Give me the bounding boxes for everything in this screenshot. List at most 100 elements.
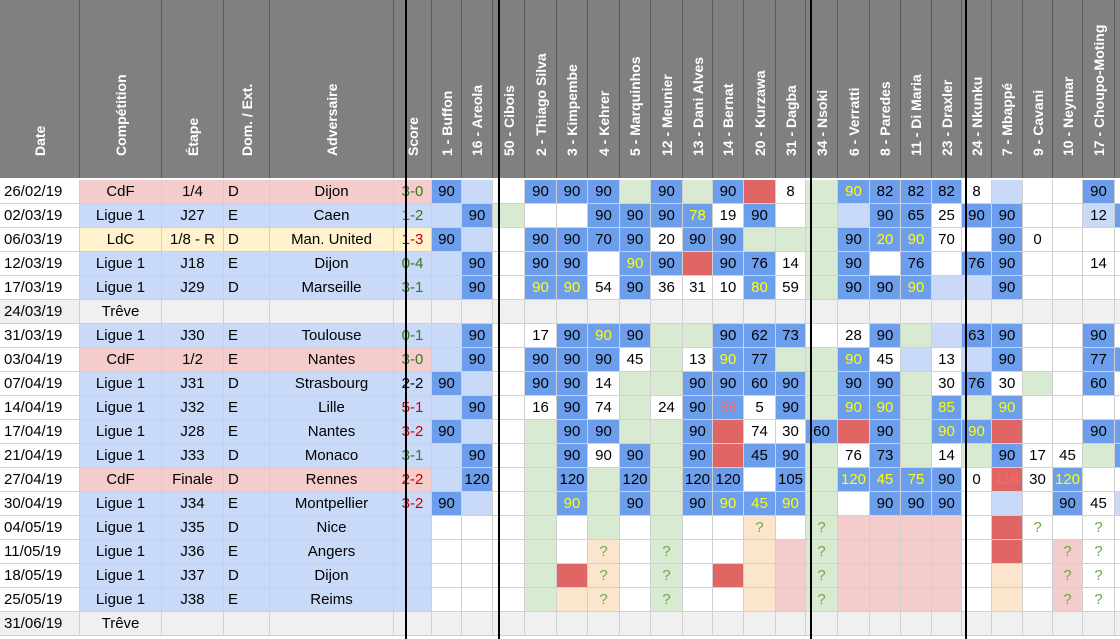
minutes-cell-17-choupo-moting[interactable]: 14 <box>1083 252 1115 276</box>
opponent-cell[interactable]: Dijon <box>270 564 394 588</box>
minutes-cell-8-paredes[interactable] <box>870 516 901 540</box>
minutes-cell-24-nkunku[interactable] <box>962 564 992 588</box>
stage-cell[interactable]: J32 <box>162 396 224 420</box>
minutes-cell-17-choupo-moting[interactable]: 90 <box>1083 324 1115 348</box>
stage-cell[interactable] <box>162 300 224 324</box>
minutes-cell-11-di-maria[interactable]: 90 <box>901 228 932 252</box>
minutes-cell-14-bernat[interactable] <box>713 564 744 588</box>
minutes-cell-20-kurzawa[interactable]: ? <box>744 516 776 540</box>
minutes-cell-13-dani-alves[interactable] <box>683 516 713 540</box>
score-cell[interactable]: 1-2 <box>394 204 432 228</box>
minutes-cell-7-mbappe[interactable] <box>992 564 1023 588</box>
minutes-cell-7-mbappe[interactable] <box>992 612 1023 636</box>
competition-cell[interactable]: Ligue 1 <box>80 540 162 564</box>
minutes-cell-27-diaby[interactable] <box>1115 564 1120 588</box>
minutes-cell-14-bernat[interactable]: 90 <box>713 180 744 204</box>
minutes-cell-3-kimpembe[interactable] <box>557 300 588 324</box>
score-cell[interactable]: 3-0 <box>394 348 432 372</box>
opponent-cell[interactable]: Reims <box>270 588 394 612</box>
stage-cell[interactable]: 1/8 - R <box>162 228 224 252</box>
competition-cell[interactable]: Ligue 1 <box>80 516 162 540</box>
minutes-cell-7-mbappe[interactable] <box>992 516 1023 540</box>
minutes-cell-6-verratti[interactable] <box>838 540 870 564</box>
venue-cell[interactable]: E <box>224 588 270 612</box>
minutes-cell-20-kurzawa[interactable] <box>744 540 776 564</box>
minutes-cell-13-dani-alves[interactable] <box>683 180 713 204</box>
minutes-cell-4-kehrer[interactable] <box>588 516 620 540</box>
minutes-cell-11-di-maria[interactable]: 76 <box>901 252 932 276</box>
minutes-cell-9-cavani[interactable] <box>1023 180 1053 204</box>
minutes-cell-27-diaby[interactable] <box>1115 588 1120 612</box>
minutes-cell-6-verratti[interactable] <box>838 612 870 636</box>
minutes-cell-16-areola[interactable] <box>462 372 493 396</box>
opponent-cell[interactable]: Strasbourg <box>270 372 394 396</box>
minutes-cell-6-verratti[interactable]: 90 <box>838 396 870 420</box>
minutes-cell-9-cavani[interactable]: 17 <box>1023 444 1053 468</box>
opponent-cell[interactable]: Rennes <box>270 468 394 492</box>
minutes-cell-23-draxler[interactable] <box>932 252 962 276</box>
minutes-cell-5-marquinhos[interactable]: 90 <box>620 492 651 516</box>
minutes-cell-9-cavani[interactable] <box>1023 612 1053 636</box>
minutes-cell-2-thiago-silva[interactable]: 90 <box>525 372 557 396</box>
opponent-cell[interactable]: Toulouse <box>270 324 394 348</box>
minutes-cell-10-neymar[interactable] <box>1053 252 1083 276</box>
stage-cell[interactable]: 1/4 <box>162 180 224 204</box>
venue-cell[interactable]: E <box>224 540 270 564</box>
minutes-cell-12-meunier[interactable]: 36 <box>651 276 683 300</box>
minutes-cell-13-dani-alves[interactable]: 120 <box>683 468 713 492</box>
minutes-cell-8-paredes[interactable]: 90 <box>870 276 901 300</box>
minutes-cell-16-areola[interactable]: 120 <box>462 468 493 492</box>
column-header-9-cavani[interactable]: 9 - Cavani <box>1023 0 1053 178</box>
minutes-cell-10-neymar[interactable] <box>1053 396 1083 420</box>
minutes-cell-14-bernat[interactable] <box>713 516 744 540</box>
minutes-cell-20-kurzawa[interactable]: 90 <box>744 204 776 228</box>
venue-cell[interactable]: D <box>224 228 270 252</box>
minutes-cell-23-draxler[interactable] <box>932 588 962 612</box>
opponent-cell[interactable]: Nantes <box>270 348 394 372</box>
minutes-cell-10-neymar[interactable] <box>1053 372 1083 396</box>
minutes-cell-16-areola[interactable] <box>462 420 493 444</box>
minutes-cell-7-mbappe[interactable] <box>992 588 1023 612</box>
minutes-cell-12-meunier[interactable]: ? <box>651 564 683 588</box>
minutes-cell-8-paredes[interactable]: 90 <box>870 420 901 444</box>
score-cell[interactable]: 2-2 <box>394 372 432 396</box>
minutes-cell-10-neymar[interactable]: 90 <box>1053 492 1083 516</box>
minutes-cell-1-buffon[interactable]: 90 <box>432 492 462 516</box>
minutes-cell-23-draxler[interactable]: 82 <box>932 180 962 204</box>
minutes-cell-3-kimpembe[interactable] <box>557 204 588 228</box>
minutes-cell-7-mbappe[interactable] <box>992 300 1023 324</box>
score-cell[interactable]: 0-4 <box>394 252 432 276</box>
minutes-cell-13-dani-alves[interactable] <box>683 300 713 324</box>
opponent-cell[interactable]: Nantes <box>270 420 394 444</box>
minutes-cell-27-diaby[interactable]: 14 <box>1115 252 1120 276</box>
minutes-cell-5-marquinhos[interactable] <box>620 396 651 420</box>
minutes-cell-9-cavani[interactable] <box>1023 252 1053 276</box>
minutes-cell-20-kurzawa[interactable]: 77 <box>744 348 776 372</box>
minutes-cell-3-kimpembe[interactable]: 90 <box>557 228 588 252</box>
minutes-cell-11-di-maria[interactable] <box>901 420 932 444</box>
minutes-cell-17-choupo-moting[interactable]: 90 <box>1083 180 1115 204</box>
minutes-cell-2-thiago-silva[interactable]: 90 <box>525 228 557 252</box>
minutes-cell-1-buffon[interactable] <box>432 300 462 324</box>
minutes-cell-5-marquinhos[interactable] <box>620 300 651 324</box>
minutes-cell-13-dani-alves[interactable]: 90 <box>683 444 713 468</box>
minutes-cell-9-cavani[interactable]: 30 <box>1023 468 1053 492</box>
minutes-cell-6-verratti[interactable]: 90 <box>838 276 870 300</box>
score-cell[interactable]: 3-2 <box>394 420 432 444</box>
date-cell[interactable]: 27/04/19 <box>0 468 80 492</box>
venue-cell[interactable]: E <box>224 348 270 372</box>
minutes-cell-9-cavani[interactable] <box>1023 588 1053 612</box>
minutes-cell-10-neymar[interactable] <box>1053 420 1083 444</box>
minutes-cell-10-neymar[interactable] <box>1053 300 1083 324</box>
minutes-cell-3-kimpembe[interactable] <box>557 516 588 540</box>
minutes-cell-14-bernat[interactable] <box>713 444 744 468</box>
minutes-cell-1-buffon[interactable]: 90 <box>432 228 462 252</box>
minutes-cell-9-cavani[interactable] <box>1023 348 1053 372</box>
minutes-cell-10-neymar[interactable] <box>1053 276 1083 300</box>
minutes-cell-5-marquinhos[interactable]: 45 <box>620 348 651 372</box>
minutes-cell-16-areola[interactable]: 90 <box>462 348 493 372</box>
competition-cell[interactable]: Ligue 1 <box>80 276 162 300</box>
minutes-cell-24-nkunku[interactable]: 8 <box>962 180 992 204</box>
minutes-cell-9-cavani[interactable] <box>1023 300 1053 324</box>
minutes-cell-8-paredes[interactable]: 90 <box>870 204 901 228</box>
